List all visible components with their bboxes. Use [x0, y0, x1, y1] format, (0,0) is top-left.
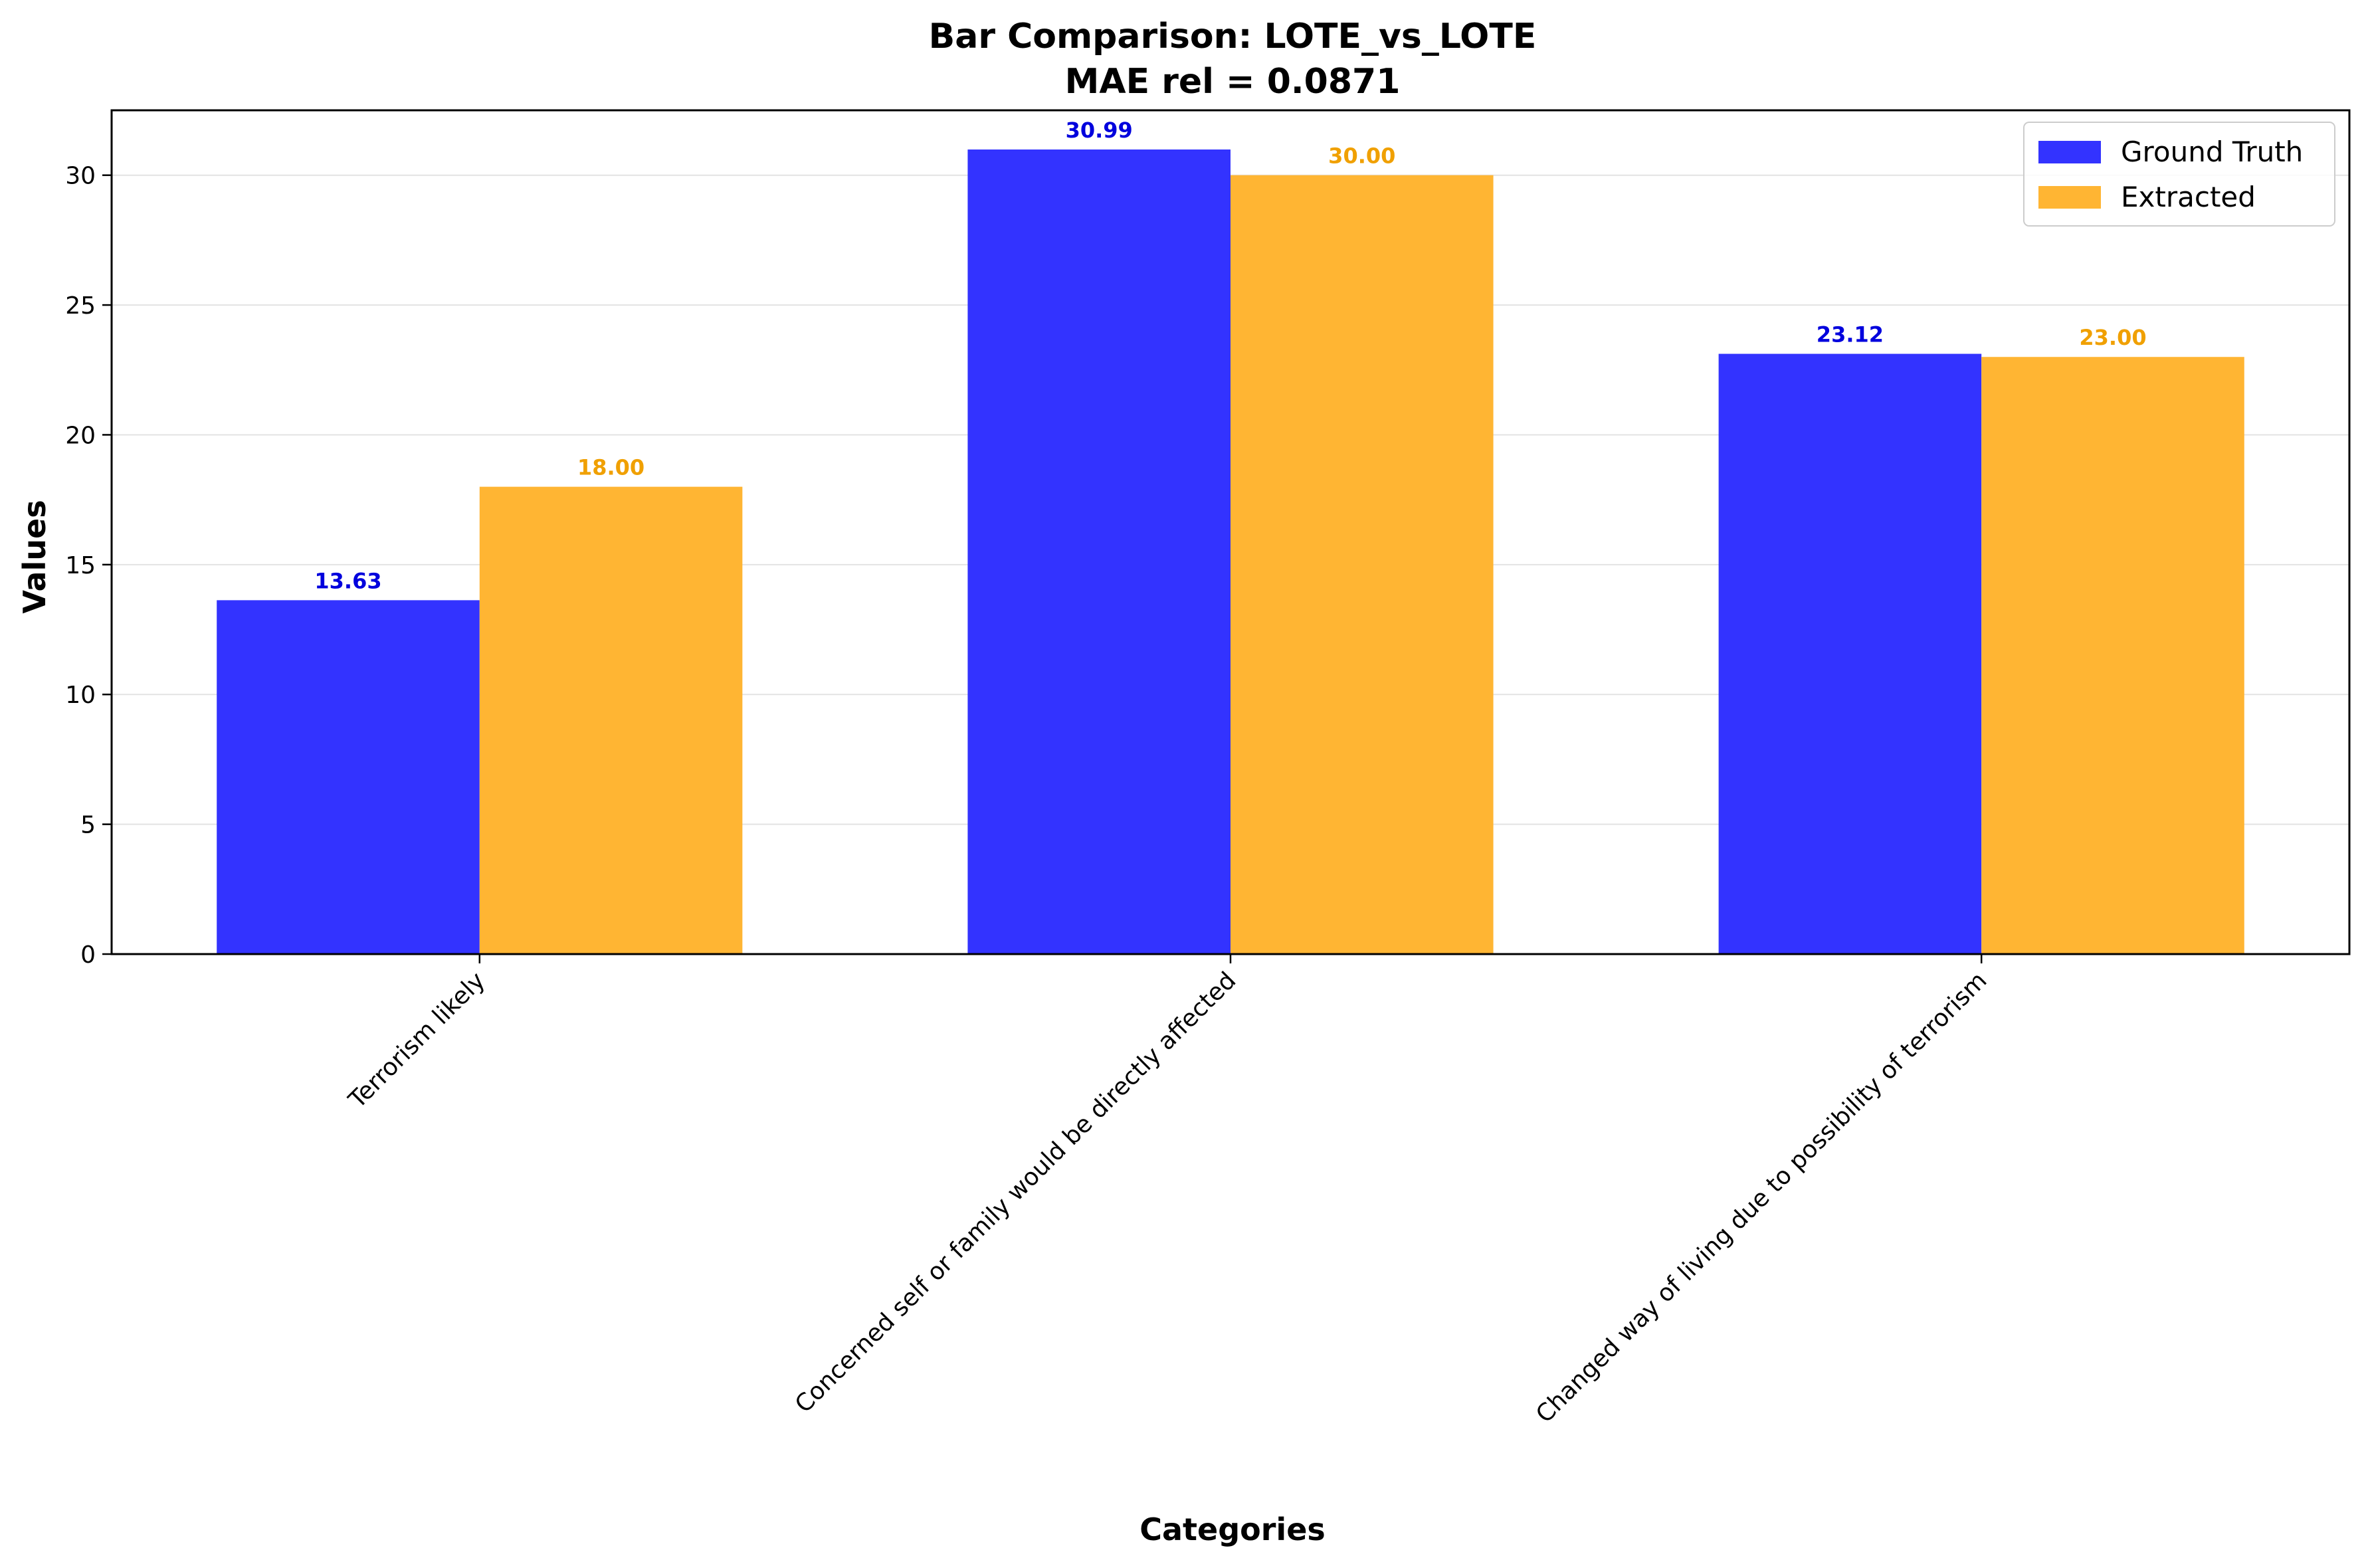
y-axis-ticks: 0 5 10 15 20 25 30	[65, 163, 112, 969]
y-tick-label: 20	[65, 422, 96, 449]
chart-title: Bar Comparison: LOTE_vs_LOTE	[929, 17, 1537, 56]
bar-ground-truth	[217, 600, 480, 954]
legend-swatch	[2038, 186, 2101, 209]
bar-value-label: 30.00	[1328, 144, 1395, 169]
chart-subtitle: MAE rel = 0.0871	[1065, 62, 1401, 102]
bar-value-label: 23.00	[2079, 325, 2146, 350]
bar-value-label: 30.99	[1066, 118, 1133, 143]
legend-label: Ground Truth	[2121, 136, 2303, 168]
bar-extracted	[1981, 357, 2244, 954]
bar-value-label: 23.12	[1817, 322, 1884, 347]
x-axis-label: Categories	[1139, 1512, 1326, 1547]
y-axis-label: Values	[17, 500, 52, 613]
bars	[217, 149, 2244, 955]
y-tick-label: 0	[80, 941, 96, 969]
value-labels: 13.63 30.99 23.12 18.00 30.00 23.00	[314, 118, 2146, 593]
y-tick-label: 25	[65, 292, 96, 320]
y-tick-label: 5	[80, 812, 96, 839]
legend-box	[2023, 122, 2335, 227]
y-tick-label: 30	[65, 163, 96, 190]
bar-value-label: 18.00	[577, 455, 644, 480]
bar-extracted	[1231, 175, 1494, 954]
legend-label: Extracted	[2121, 181, 2256, 213]
y-tick-label: 10	[65, 682, 96, 709]
bar-value-label: 13.63	[314, 568, 381, 593]
bar-ground-truth	[967, 149, 1231, 955]
y-tick-label: 15	[65, 552, 96, 579]
bar-extracted	[479, 486, 743, 954]
legend-swatch	[2038, 141, 2101, 163]
bar-ground-truth	[1718, 353, 1982, 954]
legend: Ground Truth Extracted	[2023, 122, 2335, 227]
